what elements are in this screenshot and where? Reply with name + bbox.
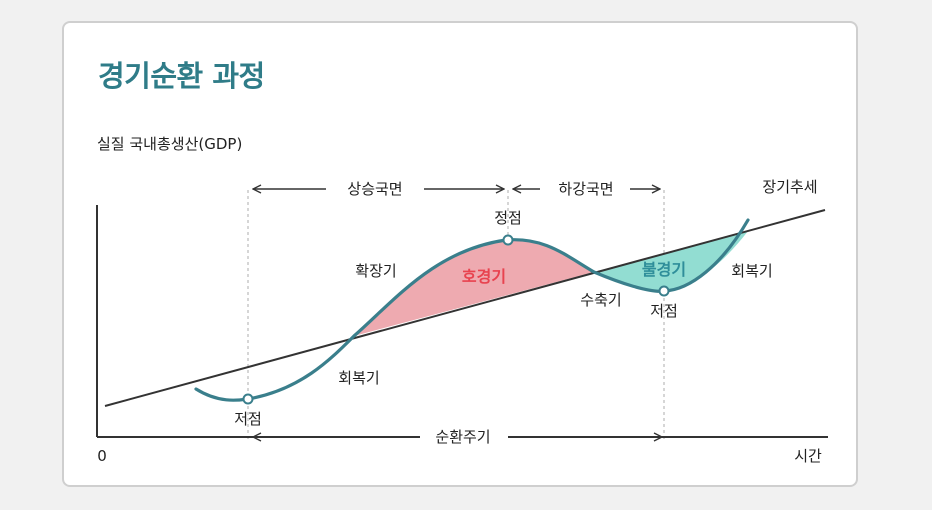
boom-region <box>354 239 594 336</box>
recession-region <box>594 231 748 292</box>
rising-phase-label: 상승국면 <box>347 180 402 198</box>
peak-label: 정점 <box>494 209 522 227</box>
contraction-stage-label: 수축기 <box>580 291 621 309</box>
origin-label: 0 <box>97 447 107 465</box>
right-trough-label: 저점 <box>650 302 678 320</box>
recovery-stage-label-left: 회복기 <box>338 369 379 387</box>
falling-phase-label: 하강국면 <box>558 180 613 198</box>
y-axis-label: 실질 국내총생산(GDP) <box>97 135 242 153</box>
boom-label: 호경기 <box>462 267 506 286</box>
recovery-stage-label-right: 회복기 <box>731 262 772 280</box>
recession-label: 불경기 <box>642 260 686 279</box>
cycle-period-label: 순환주기 <box>435 428 490 446</box>
left-trough-marker <box>242 393 254 405</box>
peak-marker <box>502 234 514 246</box>
long-term-trend-line <box>104 209 826 407</box>
right-trough-marker <box>658 285 670 297</box>
cycle-label-bg <box>420 427 508 447</box>
trend-label: 장기추세 <box>762 178 817 196</box>
page-title: 경기순환 과정 <box>98 59 265 93</box>
x-axis-label: 시간 <box>794 447 822 465</box>
left-trough-label: 저점 <box>234 410 262 428</box>
expansion-stage-label: 확장기 <box>355 262 396 280</box>
